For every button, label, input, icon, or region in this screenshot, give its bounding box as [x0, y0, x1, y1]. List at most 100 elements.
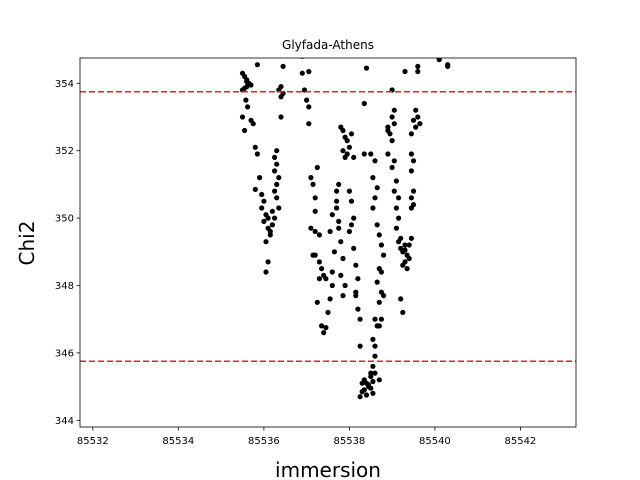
data-point — [346, 144, 352, 150]
y-axis-ticks: 344 346 348 350 352 354 — [55, 79, 80, 427]
data-point — [374, 222, 380, 228]
data-point — [389, 114, 395, 120]
data-point — [323, 276, 329, 282]
data-point — [243, 97, 249, 103]
data-point — [334, 198, 340, 204]
data-point — [370, 390, 376, 396]
data-point — [391, 188, 397, 194]
data-point — [372, 316, 378, 322]
data-point — [436, 58, 442, 63]
data-point — [299, 70, 305, 76]
x-tick-label: 85536 — [248, 436, 280, 447]
data-point — [391, 121, 397, 127]
data-point — [316, 232, 322, 238]
data-point — [415, 114, 421, 120]
data-point — [336, 181, 342, 187]
data-point — [381, 252, 387, 258]
data-point — [254, 151, 260, 157]
data-point — [334, 188, 340, 194]
data-point — [276, 175, 282, 181]
data-point — [413, 124, 419, 130]
data-point — [408, 131, 414, 137]
data-point — [408, 195, 414, 201]
data-point — [344, 138, 350, 144]
data-point — [381, 293, 387, 299]
data-point — [257, 175, 263, 181]
data-point — [244, 79, 250, 85]
y-tick-label: 350 — [55, 214, 74, 225]
data-point — [370, 378, 376, 385]
data-point — [261, 218, 267, 224]
data-point — [355, 276, 361, 282]
data-point — [340, 293, 346, 299]
y-tick-label: 352 — [55, 146, 74, 157]
data-point — [413, 107, 419, 113]
data-point — [312, 208, 318, 214]
data-point — [310, 181, 316, 187]
data-point — [248, 82, 254, 88]
data-point — [417, 121, 423, 127]
data-point — [342, 282, 348, 289]
data-point — [374, 279, 380, 285]
data-point — [336, 218, 342, 224]
data-point — [351, 215, 357, 221]
data-point — [370, 205, 376, 211]
data-point — [408, 151, 414, 157]
data-point — [406, 242, 412, 248]
data-point — [308, 225, 314, 231]
data-point — [329, 212, 335, 218]
data-point — [344, 151, 350, 157]
data-point — [329, 282, 335, 289]
data-point — [263, 239, 269, 245]
data-point — [374, 185, 380, 191]
data-point — [278, 114, 284, 120]
data-points — [239, 58, 451, 400]
data-point — [359, 389, 365, 395]
data-point — [363, 65, 370, 71]
data-point — [340, 148, 346, 154]
data-point — [410, 188, 417, 194]
data-point — [368, 370, 374, 376]
data-point — [415, 68, 421, 75]
data-point — [265, 215, 271, 221]
data-point — [316, 276, 322, 282]
data-point — [336, 225, 342, 231]
data-point — [370, 336, 376, 342]
data-point — [316, 259, 322, 265]
data-point — [259, 191, 265, 198]
data-point — [408, 168, 414, 174]
data-point — [348, 198, 355, 204]
y-tick-label: 348 — [55, 281, 74, 292]
data-point — [355, 306, 361, 312]
x-tick-label: 85538 — [333, 436, 365, 447]
data-point — [378, 269, 384, 275]
data-point — [378, 316, 384, 322]
x-tick-label: 85542 — [504, 436, 536, 447]
data-point — [372, 158, 378, 164]
data-point — [252, 186, 258, 192]
data-point — [269, 222, 275, 228]
data-point — [338, 239, 344, 245]
data-point — [372, 195, 378, 201]
data-point — [346, 188, 352, 194]
data-point — [267, 228, 273, 235]
data-point — [306, 121, 312, 127]
data-point — [314, 164, 320, 171]
data-point — [376, 377, 382, 383]
data-point — [366, 382, 372, 388]
data-point — [396, 195, 402, 201]
data-point — [327, 296, 333, 302]
data-point — [274, 181, 280, 187]
data-point — [306, 104, 312, 110]
data-point — [410, 158, 417, 164]
data-point — [361, 100, 367, 107]
data-point — [353, 262, 359, 268]
threshold-lines — [80, 90, 576, 363]
data-point — [272, 168, 278, 174]
data-point — [393, 205, 399, 211]
data-point — [265, 259, 271, 265]
data-point — [340, 255, 346, 262]
data-point — [312, 228, 318, 235]
data-point — [410, 117, 417, 123]
